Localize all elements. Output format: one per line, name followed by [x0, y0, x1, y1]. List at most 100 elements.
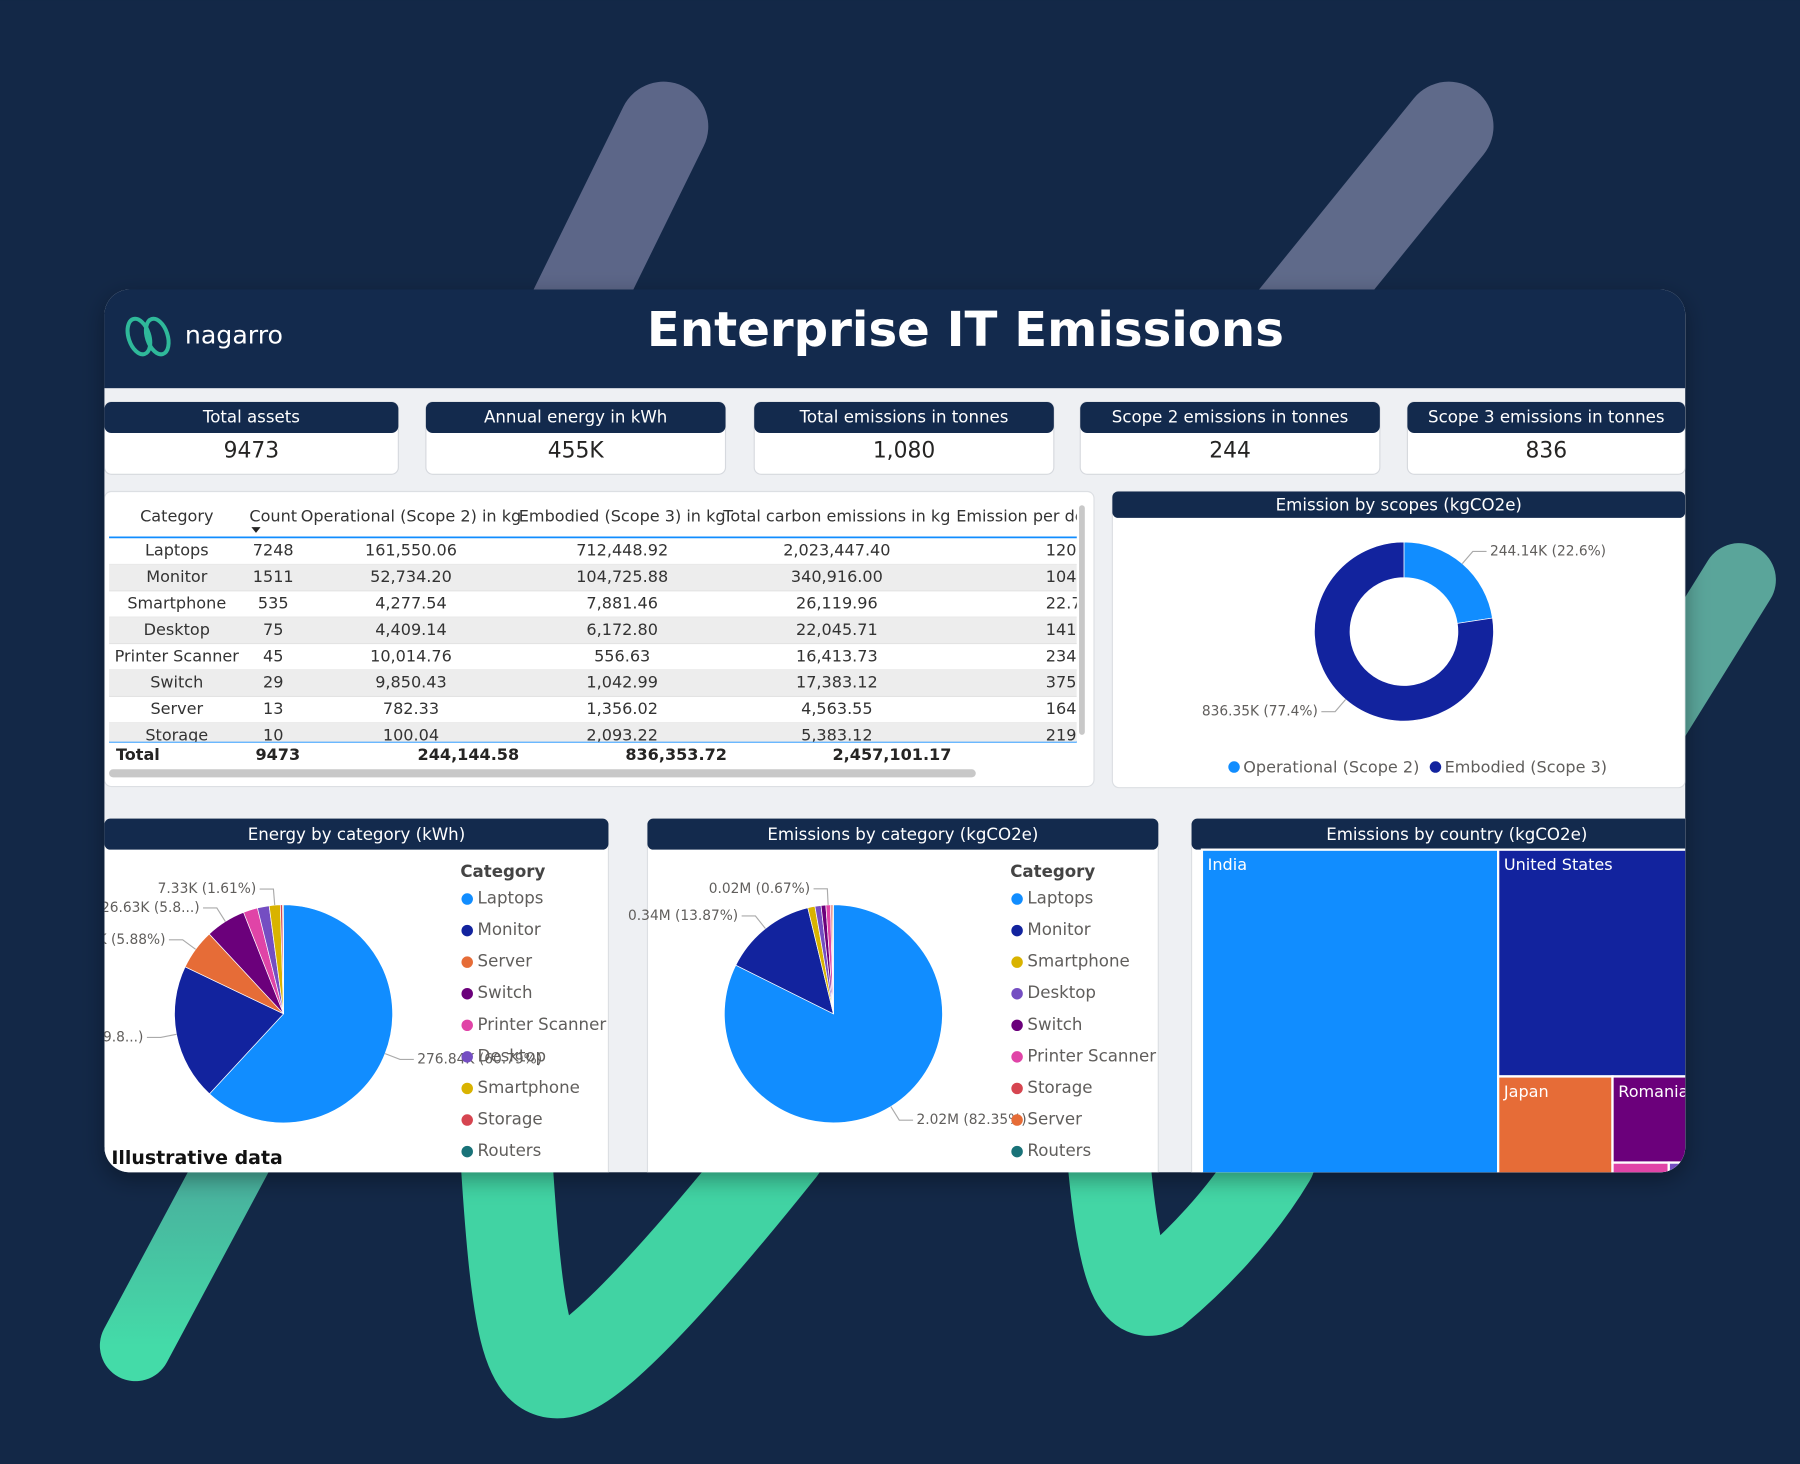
row-shade	[109, 722, 1077, 742]
table-cell: 104.	[1046, 567, 1082, 586]
total-cell: 9473	[255, 745, 300, 764]
table-cell: 29	[263, 673, 283, 692]
treemap-label: Japan	[1503, 1082, 1549, 1101]
table-cell: 17,383.12	[796, 673, 878, 692]
chart-header	[104, 818, 609, 850]
label-leader	[1461, 550, 1487, 565]
kpi-header	[1080, 401, 1380, 433]
table-cell: 6,172.80	[586, 620, 658, 639]
table-cell: 535	[258, 594, 289, 613]
legend-title: Category	[1010, 862, 1095, 881]
kpi-value: 455K	[548, 438, 605, 463]
logo-text: nagarro	[185, 321, 283, 350]
table-cell: Monitor	[146, 567, 207, 586]
table-cell: 556.63	[594, 646, 650, 665]
kpi-header	[754, 401, 1054, 433]
label-leader	[1321, 699, 1347, 713]
column-header: Category	[140, 506, 214, 525]
kpi-label: Total emissions in tonnes	[799, 408, 1009, 427]
row-shade	[109, 564, 1077, 591]
data-label: 276.84K (60.79%)	[417, 1051, 542, 1067]
table-cell: 2,023,447.40	[783, 541, 890, 560]
table-cell: 7,881.46	[586, 594, 658, 613]
label-leader	[890, 1106, 914, 1121]
table-cell: 9,850.43	[375, 673, 447, 692]
legend-label: Server	[1027, 1110, 1082, 1129]
legend-marker	[1011, 1051, 1023, 1063]
legend-label: Operational (Scope 2)	[1243, 758, 1419, 777]
column-header: Emission per dev	[956, 506, 1094, 525]
table-cell: 5,383.12	[801, 726, 873, 745]
data-label: 0.02M (0.67%)	[709, 881, 810, 897]
legend-label: Server	[478, 952, 533, 971]
note: Illustrative data	[111, 1147, 282, 1169]
table-cell: 7248	[253, 541, 294, 560]
legend-label: Switch	[1027, 1015, 1082, 1034]
data-label: 0.34M (13.87%)	[628, 908, 738, 924]
legend-label: Storage	[1027, 1078, 1092, 1097]
table-cell: Smartphone	[127, 594, 226, 613]
table-cell: 52,734.20	[370, 567, 452, 586]
scrollbar-horizontal	[109, 769, 976, 778]
legend-marker	[461, 1019, 473, 1032]
legend-label: Monitor	[1027, 920, 1090, 939]
table-cell: 1511	[253, 567, 294, 586]
chart-title: Emissions by category (kgCO2e)	[767, 825, 1038, 844]
legend-marker	[461, 956, 473, 968]
legend-label: Smartphone	[478, 1078, 580, 1097]
legend-label: Embodied (Scope 3)	[1445, 758, 1607, 777]
legend-marker	[1011, 1114, 1023, 1126]
table-cell: 375.	[1046, 673, 1082, 692]
chart-title: Energy by category (kWh)	[248, 825, 466, 844]
legend-marker	[1011, 956, 1023, 968]
label-leader	[259, 888, 276, 906]
data-label: 244.14K (22.6%)	[1490, 543, 1606, 559]
legend-marker	[1011, 1082, 1023, 1095]
legend-marker	[1011, 1145, 1023, 1158]
total-cell: 2,457,101.17	[833, 745, 952, 764]
legend-marker	[461, 1145, 473, 1158]
kpi-header	[425, 401, 726, 433]
column-header: Count	[249, 506, 297, 525]
legend-label: Laptops	[478, 889, 544, 908]
table-cell: 75	[263, 620, 283, 639]
table-cell: 22.7	[1046, 594, 1082, 613]
legend-label: Printer Scanner	[478, 1015, 607, 1034]
stroke	[459, 1090, 827, 1419]
column-header: Embodied (Scope 3) in kg	[519, 506, 726, 525]
table-cell: Laptops	[145, 541, 209, 560]
legend-marker	[461, 893, 473, 905]
legend-marker	[461, 1114, 473, 1126]
logo-icon	[125, 316, 171, 357]
table-cell: 1,356.02	[586, 699, 658, 718]
table-cell: 4,563.55	[801, 699, 873, 718]
treemap-cell	[1611, 1075, 1686, 1164]
data-label: 2.02M (82.35%)	[917, 1112, 1027, 1128]
column-header: Operational (Scope 2) in kg	[301, 506, 522, 525]
table-cell: Server	[150, 699, 203, 718]
kpi-label: Scope 2 emissions in tonnes	[1112, 408, 1349, 427]
legend-marker	[1011, 893, 1023, 905]
table-cell: 712,448.92	[576, 541, 668, 560]
label-leader	[168, 939, 196, 950]
kpi-header	[104, 401, 399, 433]
legend-label: Desktop	[478, 1046, 547, 1065]
legend-label: Printer Scanner	[1027, 1046, 1156, 1065]
treemap-cell	[1611, 1161, 1670, 1173]
legend-marker	[1228, 761, 1240, 773]
label-leader	[813, 888, 829, 905]
kpi-label: Annual energy in kWh	[484, 408, 667, 427]
table-cell: 120.	[1046, 541, 1082, 560]
legend-marker	[1011, 1019, 1023, 1032]
legend-marker	[461, 1082, 473, 1095]
legend-label: Routers	[1027, 1141, 1091, 1160]
data-label: 26.79K (5.88%)	[58, 932, 165, 948]
table-cell: 4,277.54	[375, 594, 447, 613]
legend-marker	[461, 924, 473, 937]
legend-label: Desktop	[1027, 983, 1096, 1002]
data-label: 836.35K (77.4%)	[1202, 704, 1318, 720]
table-cell: 161,550.06	[365, 541, 457, 560]
legend-label: Storage	[478, 1110, 543, 1129]
